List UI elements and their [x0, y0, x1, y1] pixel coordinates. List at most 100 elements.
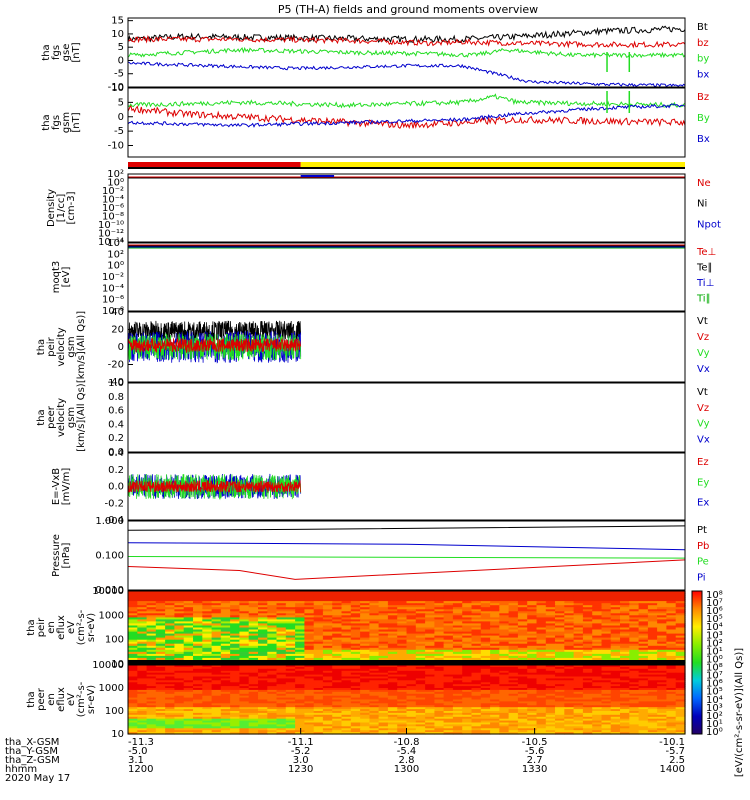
- heatmap-cell: [239, 711, 250, 714]
- heatmap-cell: [341, 712, 352, 716]
- heatmap-cell: [434, 635, 445, 639]
- heatmap-cell: [128, 722, 138, 725]
- fgs_gse-series-by: [127, 46, 686, 59]
- heatmap-cell: [155, 593, 166, 596]
- heatmap-cell: [527, 619, 538, 622]
- heatmap-cell: [638, 680, 649, 683]
- density-ytick-5: 10⁻⁸: [102, 212, 124, 223]
- heatmap-cell: [629, 649, 640, 653]
- heatmap-cell: [601, 695, 612, 699]
- heatmap-cell: [564, 693, 575, 697]
- heatmap-cell: [536, 631, 547, 635]
- heatmap-cell: [415, 705, 426, 708]
- peer_velocity-legend-Vy: Vy: [697, 419, 710, 430]
- heatmap-cell: [276, 623, 287, 626]
- heatmap-cell: [490, 623, 500, 626]
- heatmap-cell: [137, 691, 148, 695]
- heatmap-cell: [369, 699, 380, 702]
- heatmap-cell: [582, 682, 593, 685]
- heatmap-cell: [508, 728, 519, 731]
- heatmap-cell: [397, 635, 408, 639]
- heatmap-cell: [202, 657, 213, 661]
- heatmap-cell: [582, 609, 593, 612]
- heatmap-cell: [536, 657, 547, 661]
- heatmap-cell: [332, 645, 343, 649]
- heatmap-cell: [193, 593, 203, 596]
- heatmap-cell: [258, 732, 268, 735]
- heatmap-cell: [592, 718, 603, 722]
- heatmap-cell: [480, 631, 491, 635]
- heatmap-cell: [508, 657, 519, 661]
- heatmap-cell: [285, 682, 296, 685]
- heatmap-cell: [480, 691, 491, 695]
- heatmap-cell: [304, 720, 315, 724]
- heatmap-cell: [610, 635, 621, 639]
- heatmap-cell: [657, 705, 667, 708]
- heatmap-cell: [276, 595, 287, 598]
- heatmap-cell: [638, 711, 649, 714]
- heatmap-cell: [202, 718, 213, 722]
- heatmap-cell: [601, 668, 612, 672]
- heatmap-cell: [397, 689, 408, 693]
- heatmap-cell: [647, 633, 658, 637]
- heatmap-cell: [555, 613, 565, 616]
- colorbar: [691, 590, 703, 735]
- heatmap-cell: [480, 655, 491, 659]
- heatmap-cell: [369, 647, 380, 651]
- heatmap-cell: [406, 643, 417, 647]
- heatmap-cell: [369, 625, 380, 629]
- heatmap-cell: [582, 639, 593, 643]
- heatmap-cell: [462, 601, 473, 604]
- heatmap-cell: [295, 730, 305, 733]
- heatmap-cell: [462, 699, 473, 702]
- heatmap-cell: [155, 643, 166, 647]
- heatmap-cell: [638, 615, 649, 618]
- heatmap-cell: [601, 597, 612, 600]
- heatmap-cell: [202, 726, 213, 729]
- heatmap-cell: [220, 712, 231, 716]
- heatmap-cell: [322, 670, 333, 674]
- heatmap-cell: [434, 695, 445, 699]
- heatmap-cell: [629, 676, 640, 679]
- heatmap-cell: [369, 593, 380, 596]
- heatmap-cell: [397, 668, 408, 672]
- heatmap-cell: [322, 709, 333, 712]
- heatmap-cell: [675, 601, 686, 604]
- heatmap-cell: [425, 649, 435, 653]
- heatmap-cell: [582, 732, 593, 735]
- heatmap-cell: [629, 703, 640, 706]
- heatmap-cell: [350, 672, 361, 676]
- heatmap-cell: [183, 635, 194, 639]
- heatmap-cell: [230, 649, 240, 653]
- heatmap-cell: [582, 676, 593, 679]
- fgs_gse-legend-Bt: Bt: [697, 22, 708, 33]
- heatmap-cell: [360, 712, 370, 716]
- heatmap-cell: [545, 625, 556, 629]
- heatmap-cell: [155, 712, 166, 716]
- heatmap-cell: [378, 635, 389, 639]
- heatmap-cell: [517, 607, 528, 610]
- heatmap-cell: [202, 730, 213, 733]
- heatmap-cell: [462, 684, 473, 687]
- heatmap-cell: [174, 629, 185, 633]
- heatmap-cell: [332, 615, 343, 618]
- heatmap-cell: [248, 633, 259, 637]
- heatmap-cell: [332, 666, 343, 670]
- colorbar-tick-12: 10⁵: [706, 687, 723, 698]
- heatmap-cell: [295, 670, 305, 674]
- heatmap-cell: [387, 722, 398, 725]
- peir_velocity-ytick-20: 20: [111, 325, 124, 336]
- heatmap-cell: [332, 657, 343, 661]
- heatmap-cell: [638, 720, 649, 724]
- heatmap-cell: [128, 621, 138, 624]
- heatmap-cell: [267, 631, 278, 635]
- heatmap-cell: [258, 722, 268, 725]
- heatmap-cell: [480, 730, 491, 733]
- heatmap-cell: [267, 651, 278, 655]
- heatmap-cell: [183, 674, 194, 678]
- heatmap-cell: [239, 647, 250, 651]
- heatmap-cell: [313, 684, 324, 687]
- heatmap-cell: [239, 651, 250, 655]
- heatmap-cell: [462, 655, 473, 659]
- heatmap-cell: [332, 716, 343, 720]
